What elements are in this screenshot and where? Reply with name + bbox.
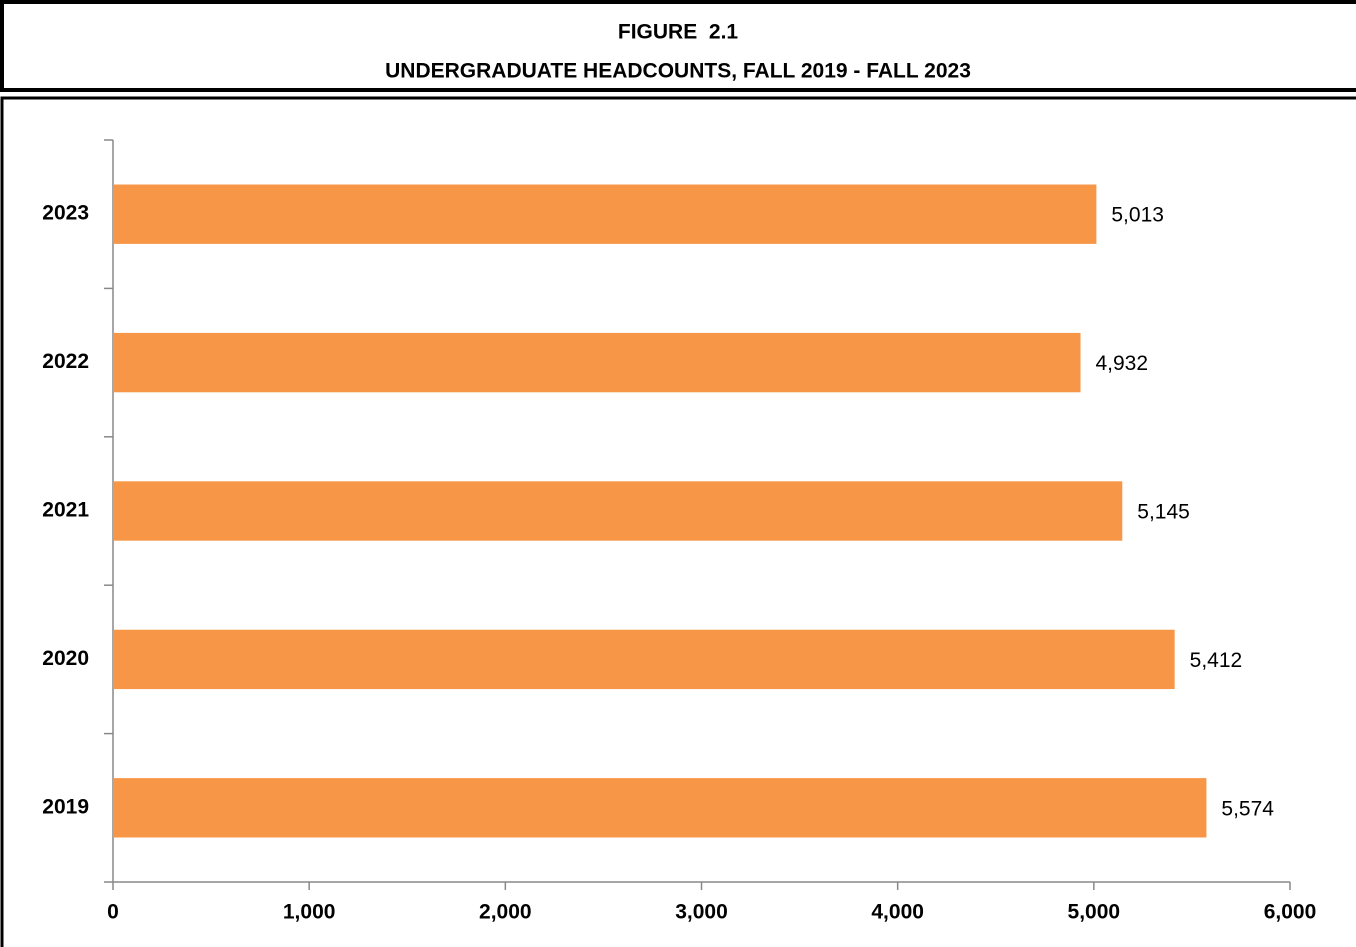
- x-tick-label: 5,000: [1068, 901, 1121, 924]
- y-tick-label: 2023: [42, 202, 89, 225]
- bar: [113, 332, 1081, 393]
- header-box: [0, 0, 1356, 92]
- x-tick-label: 4,000: [871, 901, 924, 924]
- bar: [113, 481, 1123, 541]
- y-tick-label: 2020: [42, 647, 89, 670]
- value-label: 4,932: [1095, 352, 1148, 375]
- bar: [113, 629, 1175, 690]
- value-label: 5,013: [1111, 204, 1164, 227]
- bar: [113, 778, 1207, 838]
- x-tick-label: 3,000: [675, 901, 728, 924]
- chart-box: [0, 96, 1356, 947]
- y-tick-label: 2019: [42, 795, 89, 818]
- x-tick-label: 1,000: [283, 901, 336, 924]
- value-label: 5,412: [1190, 649, 1243, 672]
- y-tick-label: 2021: [42, 499, 89, 522]
- y-tick-label: 2022: [42, 350, 89, 373]
- x-tick-label: 6,000: [1264, 901, 1317, 924]
- x-tick-label: 0: [107, 901, 119, 924]
- x-tick-label: 2,000: [479, 901, 532, 924]
- chart-subtitle: UNDERGRADUATE HEADCOUNTS, FALL 2019 - FA…: [385, 60, 971, 83]
- value-label: 5,574: [1221, 797, 1274, 820]
- value-label: 5,145: [1137, 501, 1190, 524]
- chart-title: FIGURE 2.1: [618, 21, 739, 44]
- bar: [113, 184, 1097, 244]
